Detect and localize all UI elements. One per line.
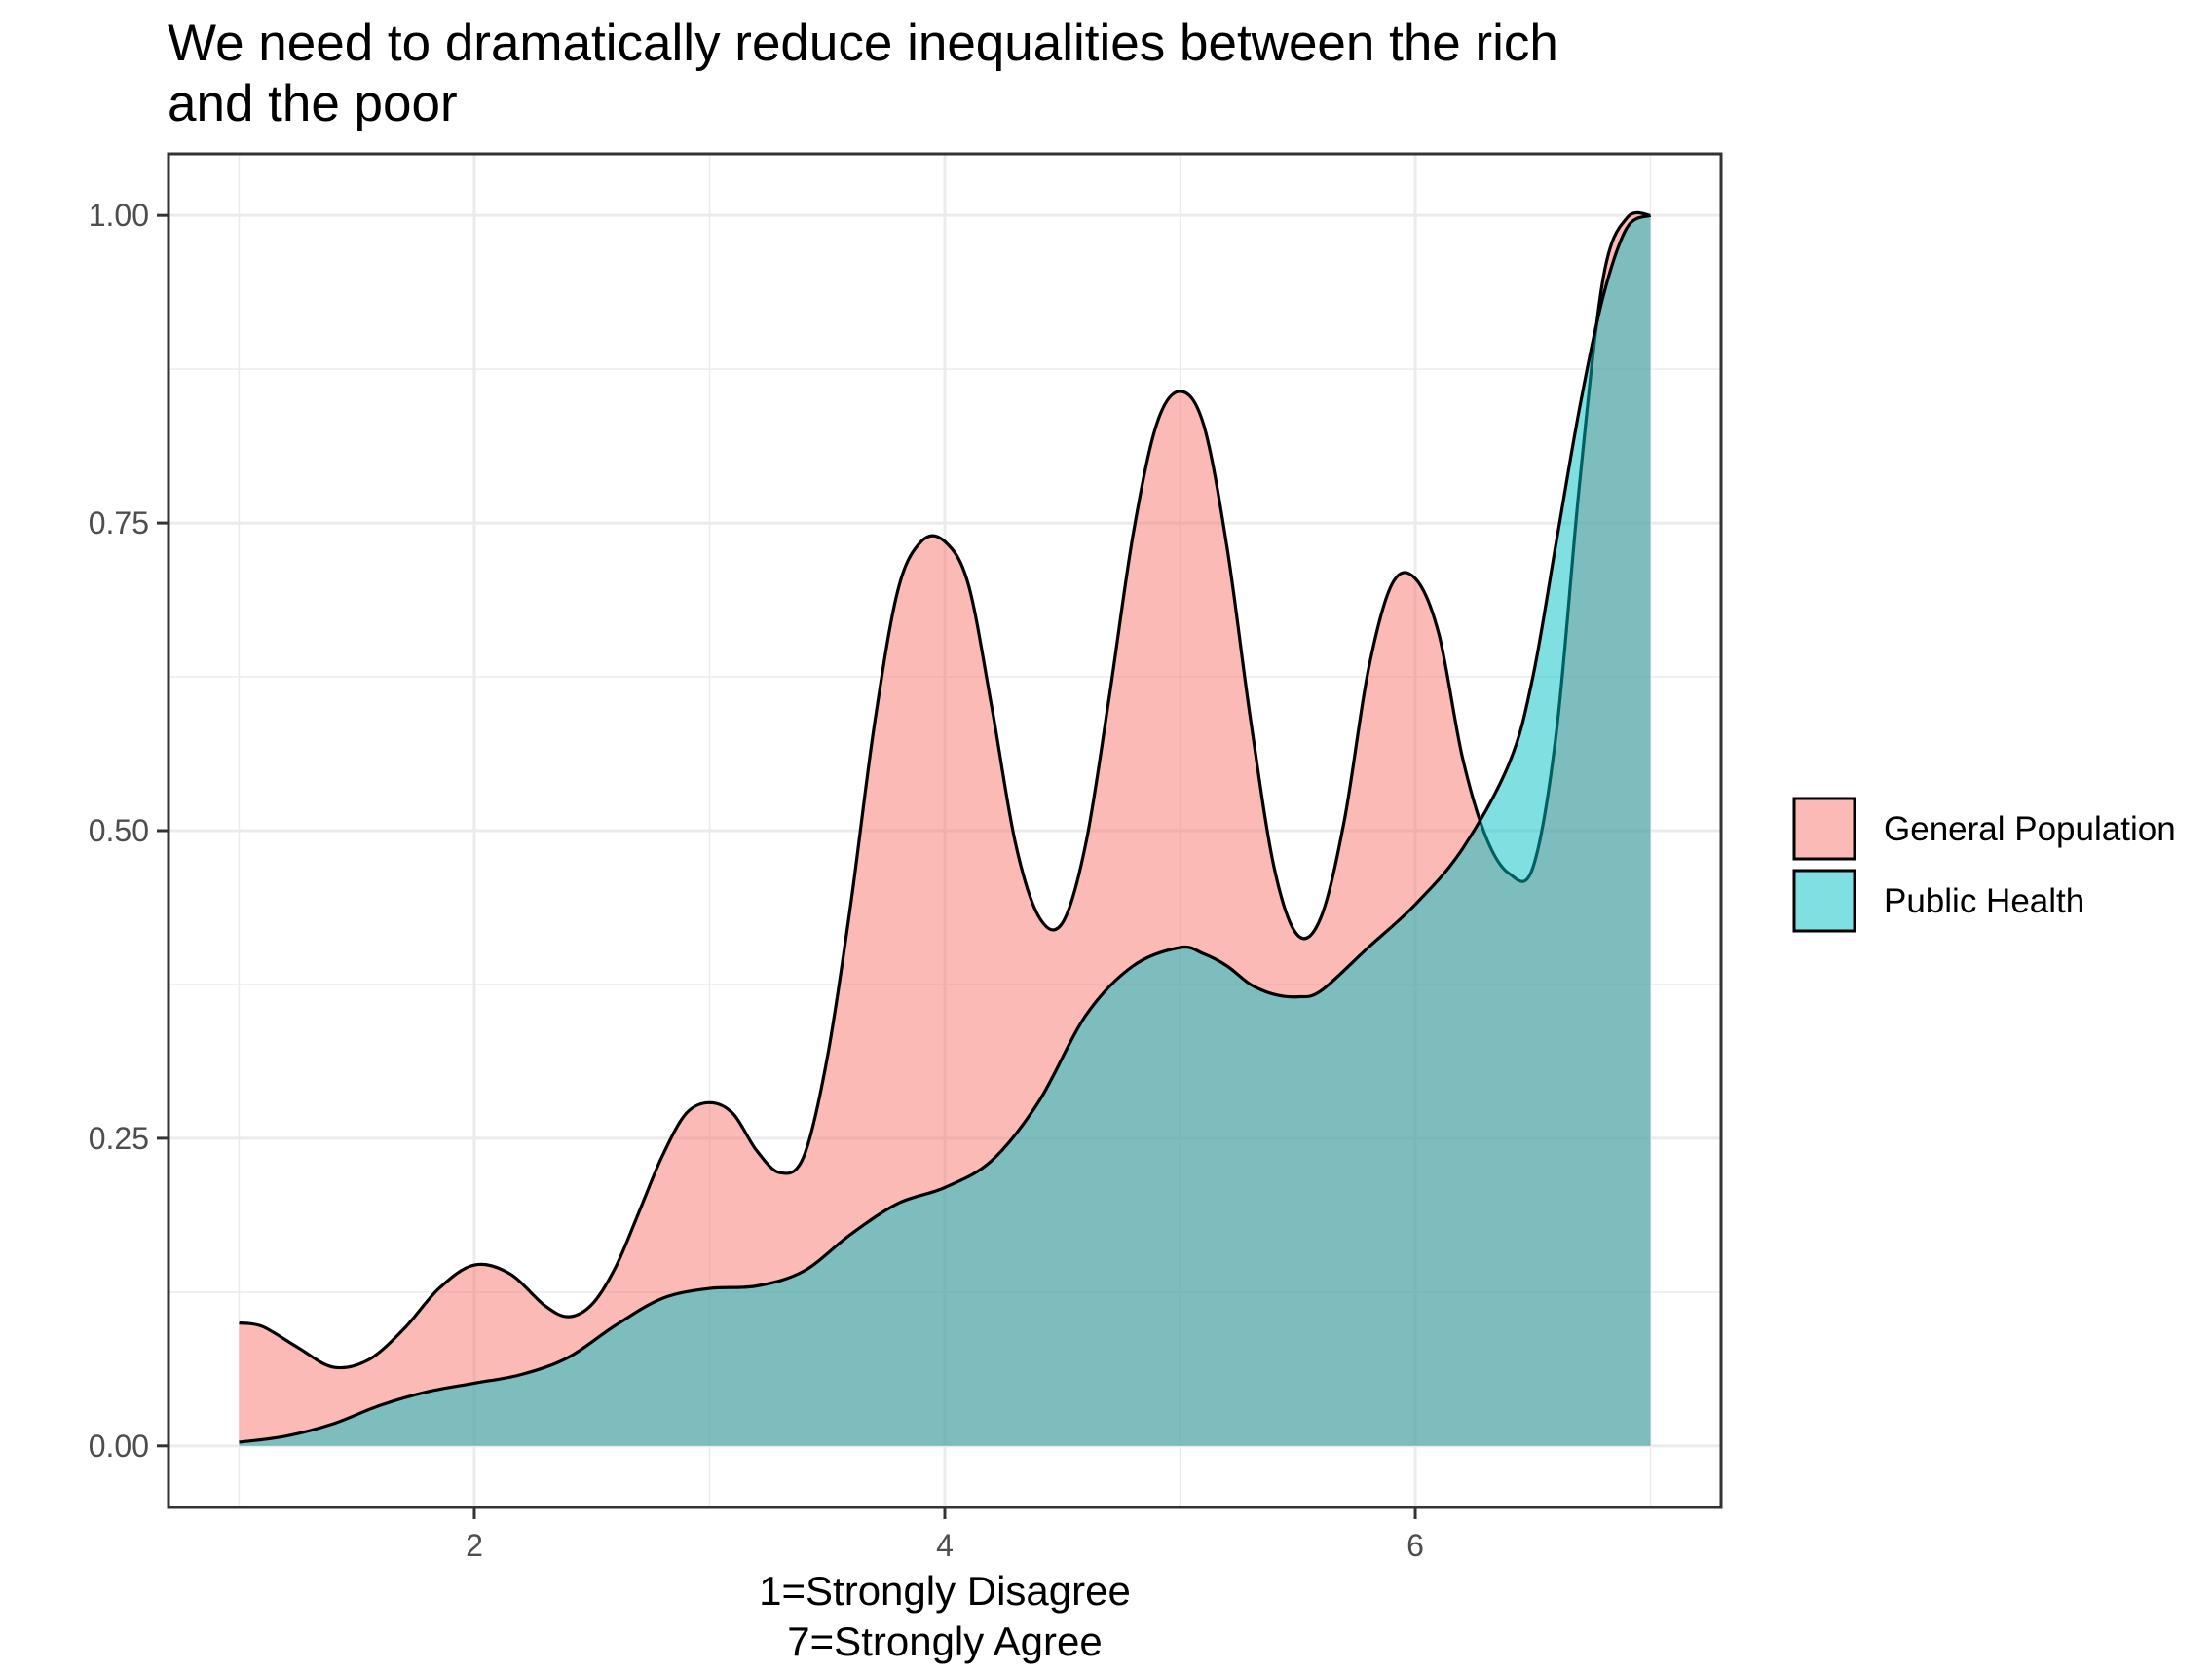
legend-key-public-health xyxy=(1792,869,1856,933)
x-tick-label: 6 xyxy=(1406,1528,1424,1563)
chart-title-line-2: and the poor xyxy=(168,75,458,132)
density-area-public-health xyxy=(239,215,1651,1446)
y-tick-label: 0.75 xyxy=(89,505,149,540)
chart-title-line-1: We need to dramatically reduce inequalit… xyxy=(168,15,1558,72)
density-line-general-population xyxy=(239,210,1651,1370)
x-tick-label: 2 xyxy=(466,1528,483,1563)
y-tick-label: 0.25 xyxy=(89,1121,149,1156)
axis-ticks: 2 4 6 0.00 0.25 0.50 0.75 1.00 xyxy=(89,198,1424,1563)
legend-label-public-health: Public Health xyxy=(1884,882,2084,920)
x-tick-label: 4 xyxy=(936,1528,954,1563)
legend: General Population Public Health xyxy=(1792,797,2176,933)
y-tick-label: 0.00 xyxy=(89,1429,149,1464)
y-tick-label: 0.50 xyxy=(89,813,149,848)
y-tick-label: 1.00 xyxy=(89,198,149,233)
x-axis-title-line-2: 7=Strongly Agree xyxy=(787,1618,1102,1664)
x-axis-title: 1=Strongly Disagree 7=Strongly Agree xyxy=(759,1568,1131,1664)
legend-key-general-population xyxy=(1792,797,1856,861)
legend-label-general-population: General Population xyxy=(1884,810,2176,848)
x-axis-title-line-1: 1=Strongly Disagree xyxy=(759,1568,1131,1614)
density-areas xyxy=(239,210,1652,1446)
density-line-public-health xyxy=(239,213,1652,1444)
chart-title: We need to dramatically reduce inequalit… xyxy=(168,15,1558,132)
